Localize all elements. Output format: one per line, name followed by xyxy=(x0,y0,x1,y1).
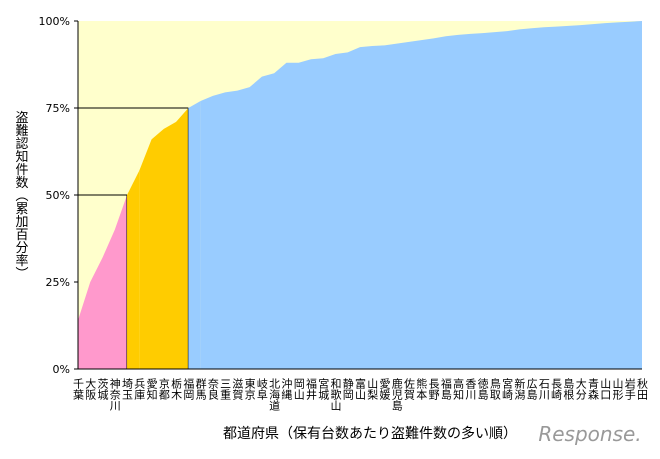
x-tick-label: 大分 xyxy=(574,377,587,400)
x-tick-label: 京都 xyxy=(157,377,170,400)
x-tick-label: 大阪 xyxy=(84,377,97,401)
x-tick-label: 石川 xyxy=(537,378,550,400)
x-tick-label: 和歌山 xyxy=(329,378,342,411)
x-tick-label: 岡山 xyxy=(292,378,305,400)
x-tick-label: 山形 xyxy=(611,378,624,401)
x-tick-label: 栃木 xyxy=(170,377,183,401)
x-tick-label: 徳島 xyxy=(476,378,489,401)
y-tick-label: 25% xyxy=(46,276,70,289)
x-tick-label: 三重 xyxy=(219,378,232,400)
x-tick-label: 宮城 xyxy=(317,377,330,400)
area xyxy=(139,108,189,369)
y-tick-label: 75% xyxy=(46,102,70,115)
x-tick-label: 兵庫 xyxy=(133,378,146,401)
x-tick-label: 山梨 xyxy=(366,378,379,401)
x-tick-label: 北海道 xyxy=(268,378,281,411)
x-tick-label: 福島 xyxy=(439,377,452,401)
x-tick-label: 福岡 xyxy=(182,377,195,401)
x-axis-title: 都道府県（保有台数あたり盗難件数の多い順） xyxy=(223,425,517,442)
area-joint xyxy=(127,170,140,369)
x-tick-label: 佐賀 xyxy=(403,377,416,401)
x-tick-label: 奈良 xyxy=(206,377,219,401)
x-tick-label: 東京 xyxy=(243,378,256,401)
x-tick-label: 岩手 xyxy=(623,377,636,401)
x-tick-label: 山口 xyxy=(599,378,612,400)
x-tick-label: 愛媛 xyxy=(378,378,391,401)
x-tick-label: 鳥取 xyxy=(488,377,501,401)
x-tick-label: 神奈川 xyxy=(108,377,121,411)
x-tick-label: 長野 xyxy=(427,378,440,400)
x-tick-label: 秋田 xyxy=(636,377,649,400)
x-tick-label: 鹿児島 xyxy=(390,377,403,412)
y-tick-label: 50% xyxy=(46,189,70,202)
area xyxy=(78,195,128,369)
x-tick-label: 宮崎 xyxy=(501,377,514,400)
x-tick-label: 青森 xyxy=(586,378,599,401)
x-tick-label: 香川 xyxy=(464,378,477,400)
x-tick-label: 熊本 xyxy=(415,377,428,401)
x-tick-label: 静岡 xyxy=(341,377,354,401)
x-tick-label: 滋賀 xyxy=(231,378,244,401)
x-tick-label: 新潟 xyxy=(513,377,526,401)
x-tick-label: 埼玉 xyxy=(121,377,134,400)
x-tick-label: 島根 xyxy=(562,377,575,401)
x-tick-label: 沖縄 xyxy=(280,378,293,400)
area-joint xyxy=(188,101,201,369)
x-tick-label: 高知 xyxy=(452,377,465,401)
x-tick-label: 千葉 xyxy=(72,378,85,400)
x-tick-label: 愛知 xyxy=(145,378,158,401)
y-tick-label: 0% xyxy=(53,363,70,376)
y-tick-label: 100% xyxy=(39,15,70,28)
x-tick-label: 茨城 xyxy=(96,377,109,400)
x-tick-label: 岐阜 xyxy=(255,378,268,401)
x-tick-label: 群馬 xyxy=(194,377,207,401)
y-axis-title: 盗難認知件数（累加百分率） xyxy=(13,110,29,280)
x-tick-label: 富山 xyxy=(354,377,367,400)
x-tick-label: 広島 xyxy=(525,378,538,401)
x-tick-label: 福井 xyxy=(304,377,317,401)
x-tick-label: 長崎 xyxy=(550,378,563,400)
area xyxy=(200,21,642,369)
watermark: Response. xyxy=(538,422,641,446)
